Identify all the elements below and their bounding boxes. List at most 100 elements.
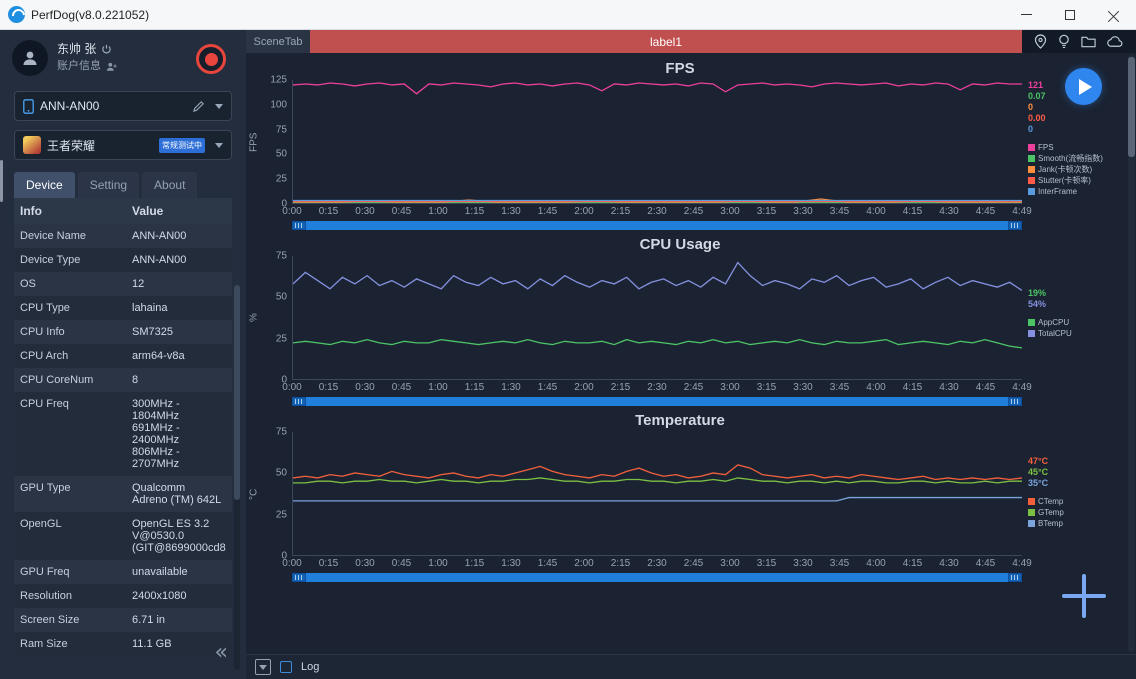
temperature-chart-h-scrollbar[interactable] (292, 573, 1022, 582)
account-info-link[interactable]: 账户信息 (57, 58, 101, 75)
game-app-icon (23, 136, 41, 154)
sidebar-scrollbar[interactable] (0, 160, 3, 202)
log-label: Log (301, 661, 319, 673)
scene-label[interactable]: label1 (310, 30, 1022, 53)
power-icon[interactable] (101, 44, 112, 55)
legend-item[interactable]: CTemp (1028, 496, 1136, 507)
legend-item[interactable]: GTemp (1028, 507, 1136, 518)
close-icon (1108, 9, 1120, 21)
device-info-table: Info Value Device NameANN-AN00Device Typ… (14, 198, 232, 656)
app-select-value: 王者荣耀 (47, 137, 95, 154)
close-button[interactable] (1092, 0, 1136, 29)
table-row: Device NameANN-AN00 (14, 224, 232, 248)
legend-item[interactable]: AppCPU (1028, 317, 1136, 328)
app-select[interactable]: 王者荣耀 常规测试中 (14, 130, 232, 160)
charts-scrollbar[interactable] (1128, 55, 1135, 652)
legend-item[interactable]: Jank(卡顿次数) (1028, 164, 1136, 175)
fps-chart: FPS FPS 0255075100125 1210.0700.000 FPSS… (246, 58, 1136, 230)
folder-icon[interactable] (1081, 35, 1096, 48)
perfdog-logo-icon (8, 6, 25, 23)
user-icon (21, 49, 39, 67)
maximize-button[interactable] (1048, 0, 1092, 29)
minimize-button[interactable] (1004, 0, 1048, 29)
scroll-handle-left[interactable] (292, 573, 306, 582)
expand-log-button[interactable] (255, 659, 271, 675)
y-axis-ticks: 0255075100125 (262, 80, 292, 204)
title-bar: PerfDog(v8.0.221052) (0, 0, 1136, 30)
add-chart-button[interactable] (1062, 574, 1106, 618)
scene-tab[interactable]: SceneTab (246, 30, 310, 53)
table-row: GPU Frequnavailable (14, 560, 232, 584)
chart-title: Temperature (292, 410, 1068, 432)
scroll-handle-right[interactable] (1008, 397, 1022, 406)
window-title: PerfDog(v8.0.221052) (31, 8, 149, 22)
account-person-icon (106, 61, 118, 72)
scroll-handle-right[interactable] (1008, 221, 1022, 230)
current-value: 47°C (1028, 456, 1136, 467)
current-value: 19% (1028, 288, 1136, 299)
cpu-chart-h-scrollbar[interactable] (292, 397, 1022, 406)
legend-item[interactable]: InterFrame (1028, 186, 1136, 197)
fps-plot-area[interactable] (292, 80, 1022, 204)
info-column-header: Info (14, 198, 126, 224)
legend-item[interactable]: Stutter(卡顿率) (1028, 175, 1136, 186)
current-value: 45°C (1028, 467, 1136, 478)
cpu-chart: CPU Usage % 0255075 19%54% AppCPUTotalCP… (246, 234, 1136, 406)
cloud-icon[interactable] (1107, 36, 1124, 48)
table-row: CPU Typelahaina (14, 296, 232, 320)
legend-item[interactable]: FPS (1028, 142, 1136, 153)
sidebar: 东帅 张 账户信息 (0, 30, 246, 679)
avatar[interactable] (12, 40, 48, 76)
table-row: GPU TypeQualcomm Adreno (TM) 642L (14, 476, 232, 512)
chevron-down-icon (215, 143, 223, 148)
temperature-plot-area[interactable] (292, 432, 1022, 556)
scroll-handle-left[interactable] (292, 397, 306, 406)
y-axis-ticks: 0255075 (262, 432, 292, 556)
maximize-icon (1065, 10, 1075, 20)
scroll-handle-left[interactable] (292, 221, 306, 230)
current-value: 0 (1028, 124, 1136, 135)
chart-side-panel: 47°C45°C35°C CTempGTempBTemp (1022, 432, 1136, 556)
table-row: Ram Size11.1 GB (14, 632, 232, 656)
log-checkbox[interactable] (280, 661, 292, 673)
location-pin-icon[interactable] (1034, 34, 1047, 49)
play-button[interactable] (1065, 68, 1102, 105)
y-axis-label: % (246, 256, 262, 380)
current-value: 35°C (1028, 478, 1136, 489)
y-axis-label: FPS (246, 80, 262, 204)
y-axis-ticks: 0255075 (262, 256, 292, 380)
y-axis-label: °C (246, 432, 262, 556)
table-row: Resolution2400x1080 (14, 584, 232, 608)
chart-title: FPS (292, 58, 1068, 80)
value-column-header: Value (126, 198, 232, 224)
main-area: SceneTab label1 (246, 30, 1136, 679)
tab-setting[interactable]: Setting (78, 172, 139, 198)
table-row: OS12 (14, 272, 232, 296)
tab-device[interactable]: Device (14, 172, 75, 198)
pen-icon[interactable] (192, 100, 205, 113)
sidebar-tabs: DeviceSettingAbout (14, 172, 232, 198)
legend-item[interactable]: Smooth(流畅指数) (1028, 153, 1136, 164)
bulb-icon[interactable] (1058, 34, 1070, 49)
scroll-handle-right[interactable] (1008, 573, 1022, 582)
table-row: CPU CoreNum8 (14, 368, 232, 392)
collapse-sidebar-button[interactable]: « (215, 640, 228, 665)
device-select[interactable]: ANN-AN00 (14, 91, 232, 121)
tab-about[interactable]: About (142, 172, 197, 198)
charts-panel: FPS FPS 0255075100125 1210.0700.000 FPSS… (246, 53, 1136, 654)
table-scrollbar[interactable] (234, 285, 240, 670)
current-value: 54% (1028, 299, 1136, 310)
table-row: Device TypeANN-AN00 (14, 248, 232, 272)
cpu-plot-area[interactable] (292, 256, 1022, 380)
chart-side-panel: 19%54% AppCPUTotalCPU (1022, 256, 1136, 380)
fps-chart-h-scrollbar[interactable] (292, 221, 1022, 230)
user-panel: 东帅 张 账户信息 (0, 30, 246, 82)
phone-icon (23, 99, 34, 114)
legend-item[interactable]: TotalCPU (1028, 328, 1136, 339)
scene-bar: SceneTab label1 (246, 30, 1136, 53)
stop-record-button[interactable] (196, 44, 226, 74)
x-axis-ticks: 0:000:150:300:451:001:151:301:452:002:15… (292, 380, 1022, 396)
minimize-icon (1021, 14, 1032, 15)
table-row: CPU Archarm64-v8a (14, 344, 232, 368)
legend-item[interactable]: BTemp (1028, 518, 1136, 529)
